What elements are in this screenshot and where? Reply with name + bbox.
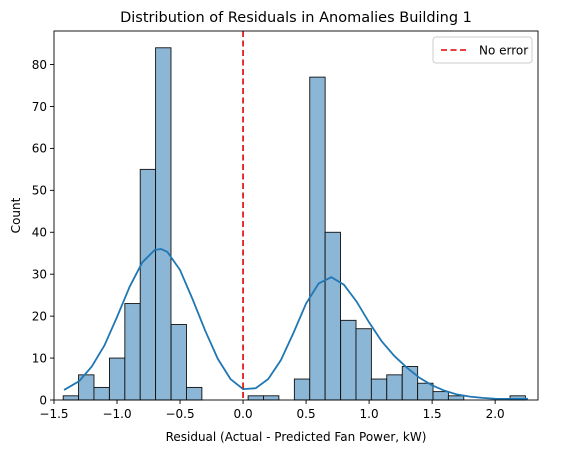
histogram-bar bbox=[124, 303, 141, 401]
chart-title: Distribution of Residuals in Anomalies B… bbox=[120, 10, 472, 26]
x-tick-label: 2.0 bbox=[486, 407, 505, 421]
x-axis-ticks: −1.5 −1.0 −0.5 0.0 0.5 1.0 1.5 2.0 bbox=[39, 400, 505, 421]
histogram-bars bbox=[62, 47, 526, 401]
histogram-bar bbox=[340, 319, 357, 401]
x-tick-label: −1.0 bbox=[102, 407, 131, 421]
histogram-bar bbox=[447, 395, 465, 401]
legend-label-no-error: No error bbox=[479, 44, 528, 58]
histogram-bar bbox=[263, 395, 280, 401]
histogram-bar bbox=[109, 357, 126, 401]
x-tick-label: −0.5 bbox=[165, 407, 194, 421]
histogram-bar bbox=[293, 378, 311, 401]
histogram-bar bbox=[324, 231, 341, 401]
histogram-bar bbox=[432, 391, 449, 401]
x-axis-label: Residual (Actual - Predicted Fan Power, … bbox=[166, 430, 427, 444]
y-tick-label: 70 bbox=[32, 100, 47, 114]
y-axis-label: Count bbox=[9, 197, 23, 233]
y-tick-label: 60 bbox=[32, 142, 47, 156]
legend: No error bbox=[432, 36, 533, 64]
histogram-bar bbox=[62, 395, 80, 401]
kde-curve bbox=[63, 248, 528, 400]
y-tick-label: 80 bbox=[32, 58, 47, 72]
y-tick-label: 50 bbox=[32, 184, 47, 198]
y-tick-label: 0 bbox=[39, 393, 47, 407]
histogram-bar bbox=[139, 168, 157, 401]
histogram-bar bbox=[170, 324, 187, 401]
y-tick-label: 30 bbox=[32, 268, 47, 282]
y-tick-label: 10 bbox=[32, 351, 47, 365]
y-axis-ticks: 0 10 20 30 40 50 60 70 80 bbox=[32, 58, 54, 407]
histogram-bar bbox=[401, 366, 419, 401]
histogram-bar bbox=[93, 386, 110, 401]
x-tick-label: 1.0 bbox=[360, 407, 379, 421]
x-tick-label: 0.5 bbox=[297, 407, 316, 421]
histogram-bar bbox=[370, 378, 388, 401]
x-tick-label: 1.5 bbox=[423, 407, 442, 421]
histogram-bar bbox=[417, 382, 434, 401]
histogram-bar bbox=[155, 47, 172, 401]
legend-box bbox=[432, 36, 533, 64]
histogram-bar bbox=[186, 386, 203, 401]
histogram-bar bbox=[355, 328, 372, 401]
x-tick-label: −1.5 bbox=[39, 407, 68, 421]
x-tick-label: 0.0 bbox=[234, 407, 253, 421]
histogram-bar bbox=[247, 395, 264, 401]
plot-frame bbox=[53, 30, 539, 401]
y-tick-label: 20 bbox=[32, 309, 47, 323]
histogram-bar bbox=[309, 76, 326, 401]
histogram-bar bbox=[386, 374, 403, 401]
y-tick-label: 40 bbox=[32, 226, 47, 240]
